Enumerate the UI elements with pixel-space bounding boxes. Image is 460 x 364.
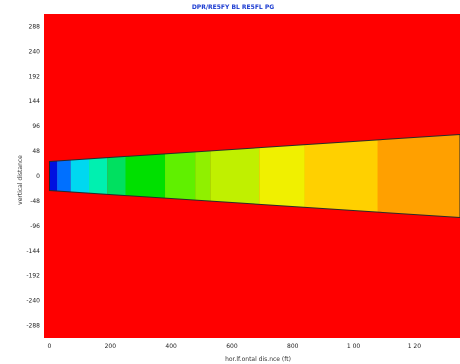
- plume-band-3: [89, 157, 108, 195]
- plume-band-9: [259, 144, 305, 208]
- y-tick-label-11: -240: [26, 298, 40, 305]
- y-tick-label-7: -48: [30, 198, 40, 205]
- y-tick-label-0: 288: [29, 23, 41, 30]
- x-tick-label-5: 1 00: [347, 343, 361, 350]
- plume-band-5: [125, 153, 166, 199]
- y-tick-label-3: 144: [29, 98, 41, 105]
- y-tick-label-10: -192: [26, 273, 40, 280]
- plume-band-10: [304, 139, 378, 213]
- x-tick-label-2: 400: [165, 343, 177, 350]
- y-tick-label-6: 0: [36, 173, 40, 180]
- x-tick-label-1: 200: [105, 343, 117, 350]
- chart-title: DPR/RE5FY BL RE5FL PG: [192, 4, 274, 11]
- plume: [48, 133, 460, 219]
- x-axis-ticks: 0 200 400 600 800 1 00 1 20: [48, 343, 422, 350]
- x-axis-label: hor.lf.ontal dis.nce (ft): [225, 356, 291, 363]
- x-tick-label-0: 0: [48, 343, 52, 350]
- plume-band-6: [165, 151, 196, 201]
- x-tick-label-3: 600: [226, 343, 238, 350]
- y-axis-label: vertical distance: [17, 155, 24, 205]
- x-tick-label-6: 1 20: [408, 343, 422, 350]
- plume-band-1: [57, 160, 71, 192]
- y-tick-label-1: 240: [29, 48, 41, 55]
- y-tick-label-9: -144: [26, 248, 40, 255]
- plume-band-4: [107, 156, 126, 196]
- plume-band-8: [210, 147, 260, 205]
- plume-band-11: [377, 134, 460, 218]
- plume-band-7: [195, 150, 211, 202]
- y-axis-ticks: 288 240 192 144 96 48 0 -48 -96 -144 -192 -240 -288: [26, 23, 40, 329]
- y-tick-label-2: 192: [29, 73, 41, 80]
- x-tick-label-4: 800: [287, 343, 299, 350]
- plume-band-2: [70, 158, 90, 194]
- y-tick-label-5: 48: [32, 148, 40, 155]
- y-tick-label-12: -288: [26, 323, 40, 330]
- y-tick-label-8: -96: [30, 223, 40, 230]
- y-tick-label-4: 96: [32, 123, 40, 130]
- plume-outline: [48, 133, 460, 219]
- plume-band-0: [49, 160, 58, 192]
